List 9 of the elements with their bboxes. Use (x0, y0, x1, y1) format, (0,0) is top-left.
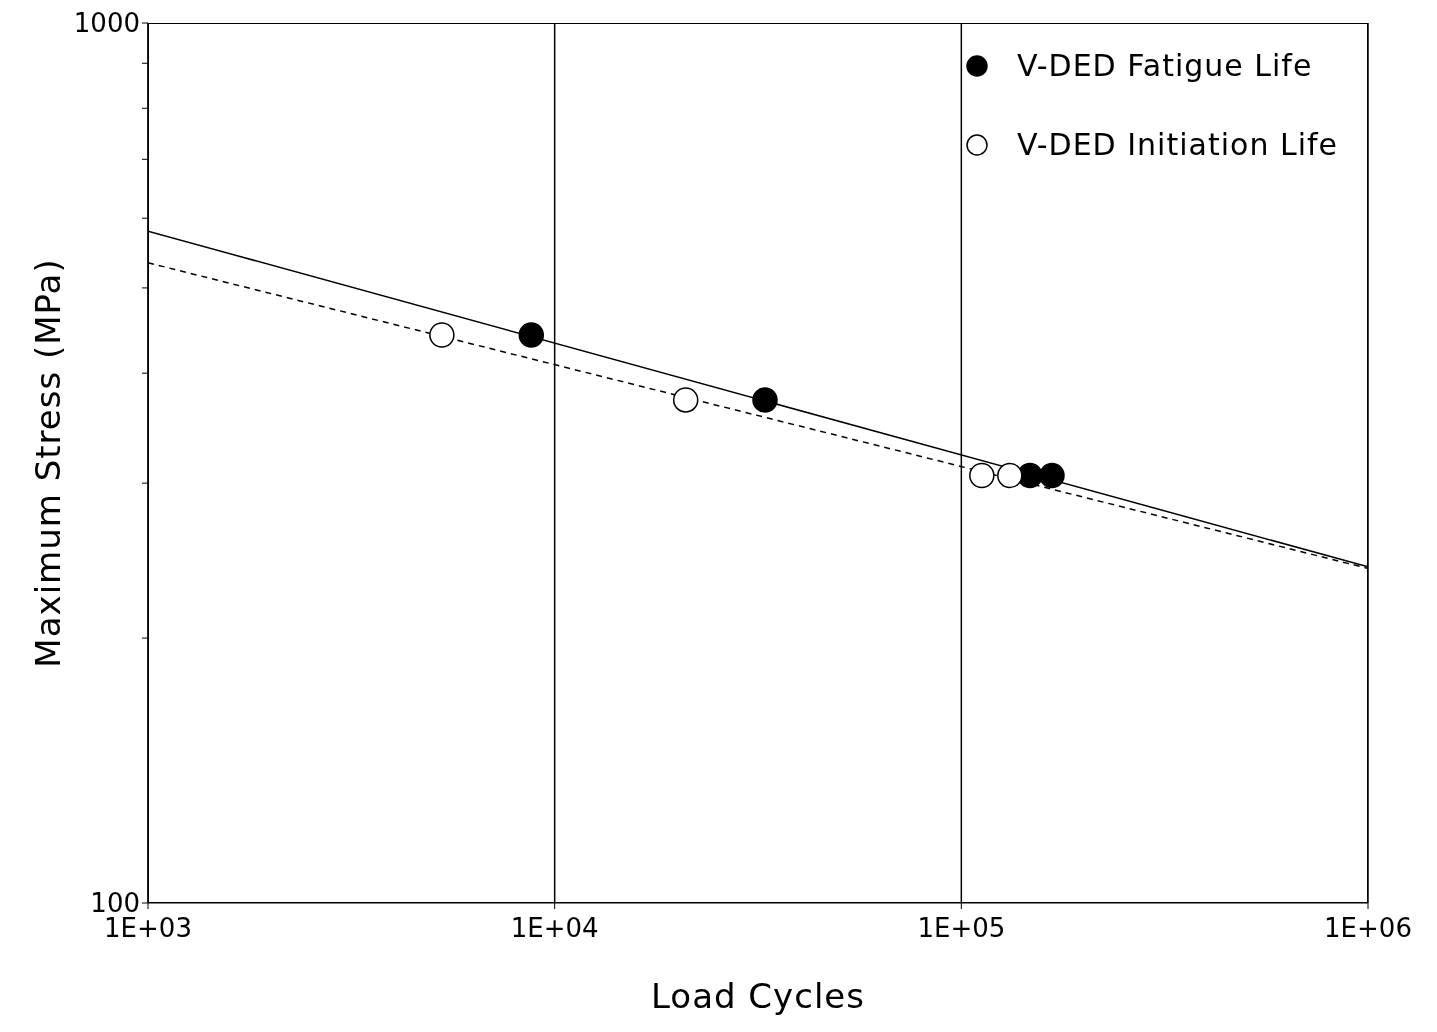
y-tick-label: 1000 (73, 8, 140, 39)
x-tick-label: 1E+03 (104, 913, 192, 944)
x-tick-label: 1E+06 (1324, 913, 1412, 944)
legend-label: V-DED Initiation Life (1016, 127, 1338, 162)
y-axis-title: Maximum Stress (MPa) (28, 258, 68, 668)
x-tick-label: 1E+05 (917, 913, 1006, 944)
x-tick-label: 1E+04 (510, 913, 599, 944)
x-axis-title: Load Cycles (650, 976, 866, 1016)
legend-label: V-DED Fatigue Life (1016, 48, 1313, 83)
